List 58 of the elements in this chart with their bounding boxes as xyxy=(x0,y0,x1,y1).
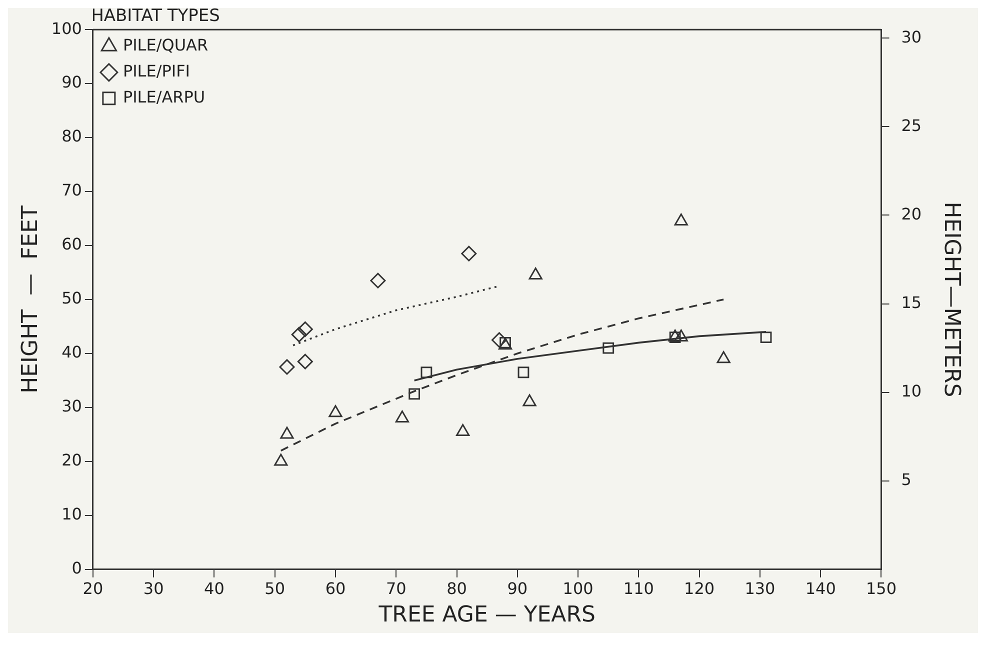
x-tick-label: 50 xyxy=(264,579,286,598)
x-tick-label: 60 xyxy=(325,579,346,598)
x-tick-label: 40 xyxy=(204,579,224,598)
y2-axis-title: HEIGHT—METERS xyxy=(939,202,964,398)
point xyxy=(456,424,470,436)
y-tick-label: 10 xyxy=(62,504,82,524)
point xyxy=(491,332,507,348)
point xyxy=(274,454,288,466)
y-axis-title: HEIGHT — FEET xyxy=(18,205,43,394)
x-tick-label: 140 xyxy=(805,579,836,598)
legend-label: PILE/QUAR xyxy=(122,36,208,55)
y2-tick-label: 15 xyxy=(901,292,922,312)
y2-tick-label: 10 xyxy=(901,381,922,400)
point xyxy=(716,351,730,364)
point xyxy=(522,394,536,406)
x-tick-label: 120 xyxy=(684,579,715,598)
point xyxy=(297,354,313,370)
x-tick-label: 110 xyxy=(623,579,654,598)
y-tick-label: 70 xyxy=(62,180,82,200)
y2-tick-label: 5 xyxy=(901,470,912,490)
y-tick-label: 90 xyxy=(62,72,82,92)
x-tick-label: 90 xyxy=(507,579,528,598)
y-tick-label: 0 xyxy=(72,558,82,578)
y-tick-label: 100 xyxy=(51,18,82,38)
y-tick-label: 80 xyxy=(62,126,82,146)
x-tick-label: 20 xyxy=(82,579,104,598)
point xyxy=(280,426,294,439)
point xyxy=(297,321,313,337)
point xyxy=(328,405,342,418)
point xyxy=(279,359,295,375)
x-tick-label: 70 xyxy=(386,579,406,598)
y-tick-label: 50 xyxy=(62,288,82,308)
legend-label: PILE/ARPU xyxy=(122,88,206,107)
legend-label: PILE/PIFI xyxy=(122,62,190,81)
point xyxy=(395,410,410,423)
point xyxy=(420,366,432,378)
y2-tick-label: 30 xyxy=(901,27,922,46)
point xyxy=(408,388,420,400)
x-tick-label: 100 xyxy=(562,579,594,598)
point xyxy=(291,326,307,342)
point xyxy=(602,342,614,354)
x-tick-label: 130 xyxy=(744,579,776,598)
y-tick-label: 60 xyxy=(62,234,82,254)
x-tick-label: 150 xyxy=(866,579,897,598)
y2-tick-label: 20 xyxy=(901,204,922,224)
y-tick-label: 20 xyxy=(62,450,82,470)
legend-title: HABITAT TYPES xyxy=(91,6,220,26)
point xyxy=(461,246,477,262)
point xyxy=(674,330,688,342)
y-tick-label: 40 xyxy=(62,342,82,362)
x-axis-title: TREE AGE — YEARS xyxy=(378,602,596,628)
point xyxy=(370,272,386,288)
y2-tick-label: 25 xyxy=(901,116,922,135)
x-tick-label: 80 xyxy=(446,579,467,598)
point xyxy=(760,332,772,343)
y-tick-label: 30 xyxy=(62,396,82,416)
x-tick-label: 30 xyxy=(143,579,164,598)
point xyxy=(518,366,530,378)
